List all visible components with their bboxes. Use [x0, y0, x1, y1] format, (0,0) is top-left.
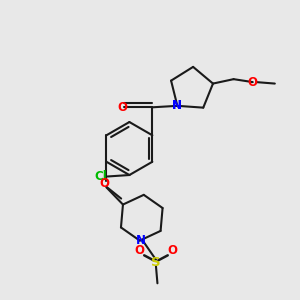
- Text: N: N: [136, 234, 146, 247]
- Text: O: O: [135, 244, 145, 257]
- Text: N: N: [172, 99, 182, 112]
- Text: O: O: [167, 244, 177, 257]
- Text: S: S: [151, 256, 161, 269]
- Text: O: O: [99, 177, 109, 190]
- Text: N: N: [172, 99, 182, 112]
- Text: O: O: [248, 76, 258, 88]
- Text: Cl: Cl: [94, 170, 107, 183]
- Text: O: O: [117, 101, 127, 114]
